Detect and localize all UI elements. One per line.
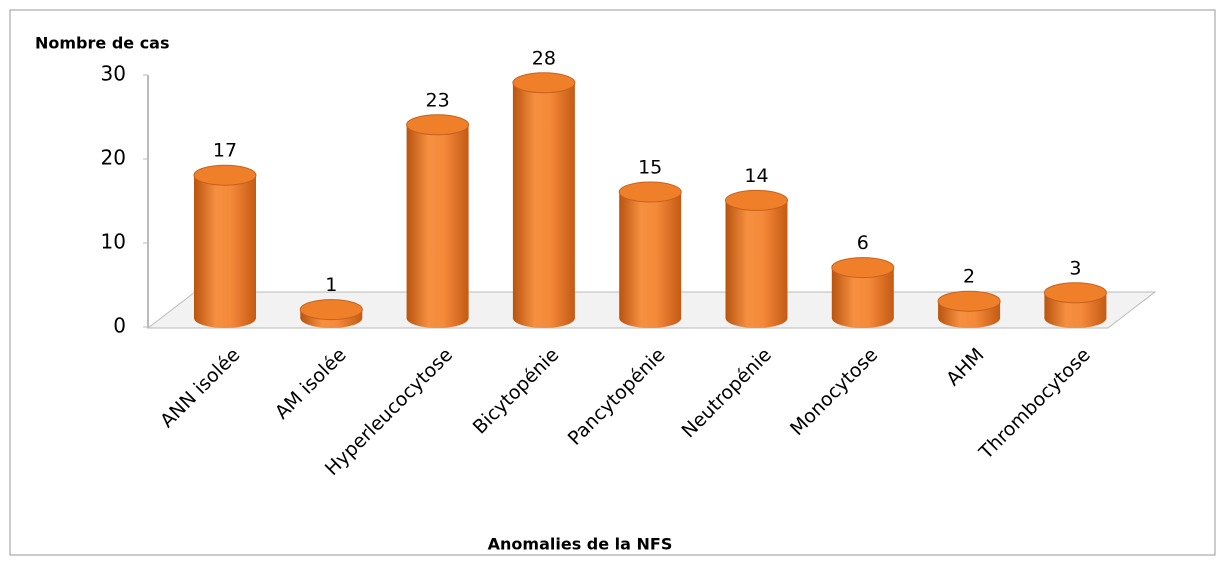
data-label: 17 [213,140,237,162]
bar [831,257,895,329]
y-tick-label: 30 [101,62,126,86]
x-tick-label: Bicytopénie [469,344,564,439]
x-tick-label: AM isolée [271,344,351,424]
bar-top [725,189,788,211]
data-label: 28 [532,47,556,69]
data-label: 6 [857,232,869,254]
bar-body [512,82,575,329]
data-label: 23 [426,89,450,111]
y-tick-label: 0 [113,314,126,338]
bar-top [299,299,363,321]
bar [193,164,257,328]
bar-top [831,257,895,279]
bar-top [937,290,1001,312]
bar [725,189,788,329]
frame [9,9,1216,556]
bar-top [1043,282,1107,304]
y-tick-label: 20 [101,146,126,170]
bar [937,290,1001,329]
y-tick-label: 10 [101,230,126,254]
x-tick-label: Monocytose [786,344,882,440]
bar [512,72,576,329]
bar [1043,282,1107,329]
bar-top [406,114,470,136]
bar-body [406,124,469,329]
x-tick-label: ANN isolée [156,344,244,432]
bar-body [194,175,256,328]
bar [406,114,470,329]
y-axis-title: Nombre de cas [35,34,170,53]
x-axis-title: Anomalies de la NFS [488,535,673,554]
bar [299,299,363,329]
bar [618,181,682,329]
data-label: 14 [744,165,768,187]
bar-body [831,267,894,329]
bar-top [618,181,682,203]
x-tick-label: AHM [942,344,988,390]
bar-top [512,72,576,94]
bar-body [725,200,788,329]
data-label: 2 [963,266,975,288]
x-tick-label: Pancytopénie [564,344,670,450]
bar-body [619,192,682,329]
data-label: 1 [325,274,337,296]
data-label: 3 [1069,257,1081,279]
data-label: 15 [638,157,662,179]
x-tick-label: Thrombocytose [974,344,1094,464]
bar-top [193,164,257,186]
x-tick-label: Neutropénie [678,344,776,442]
